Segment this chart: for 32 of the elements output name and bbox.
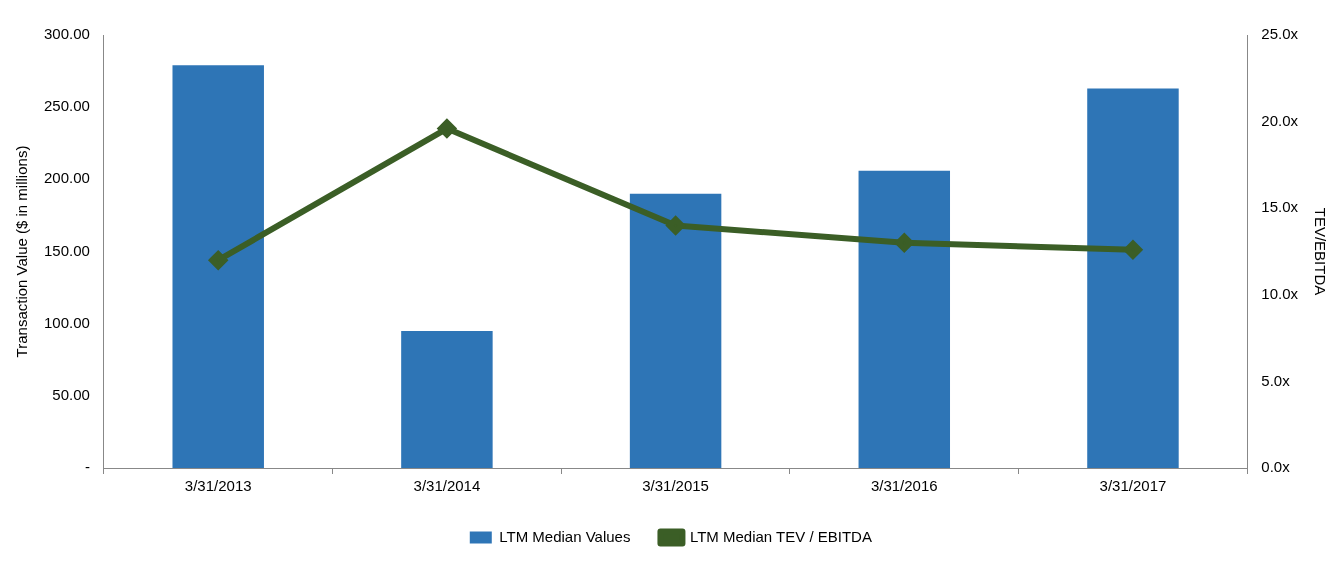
bar bbox=[1087, 88, 1179, 468]
y2-tick-label: 0.0x bbox=[1261, 458, 1291, 476]
x-tick-label: 3/31/2017 bbox=[1099, 477, 1167, 495]
y-axis-title: Transaction Value ($ in millions) bbox=[13, 145, 31, 358]
x-tick-label: 3/31/2015 bbox=[642, 477, 709, 495]
y-tick-label: 300.00 bbox=[43, 25, 90, 43]
y2-tick-label: 25.0x bbox=[1261, 25, 1299, 43]
point bbox=[209, 251, 228, 270]
legend-label: LTM Median TEV / EBITDA bbox=[689, 527, 872, 545]
point bbox=[666, 216, 685, 235]
bar bbox=[172, 65, 264, 468]
bar bbox=[629, 193, 722, 468]
y-tick-label: 250.00 bbox=[43, 97, 90, 115]
y2-tick-label: 20.0x bbox=[1261, 111, 1299, 129]
y-tick-label: 200.00 bbox=[43, 169, 90, 187]
y-tick-label: 100.00 bbox=[43, 313, 90, 331]
x-tick-label: 3/31/2016 bbox=[870, 477, 938, 495]
point bbox=[437, 119, 456, 138]
y2-tick-label: 15.0x bbox=[1261, 198, 1299, 216]
y-tick-label: 150.00 bbox=[43, 241, 90, 259]
bar bbox=[401, 330, 493, 468]
y-tick-label: - bbox=[84, 458, 90, 476]
point bbox=[1123, 240, 1142, 259]
y2-tick-label: 10.0x bbox=[1261, 284, 1299, 302]
bar bbox=[858, 170, 951, 468]
x-tick-label: 3/31/2014 bbox=[413, 477, 481, 495]
point bbox=[895, 233, 914, 252]
y-tick-label: 50.00 bbox=[52, 385, 90, 403]
x-tick-label: 3/31/2013 bbox=[184, 477, 252, 495]
legend-label: LTM Median Values bbox=[499, 527, 631, 545]
y2-axis-title: TEV/EBITDA bbox=[1311, 207, 1329, 296]
y2-tick-label: 5.0x bbox=[1261, 371, 1291, 389]
